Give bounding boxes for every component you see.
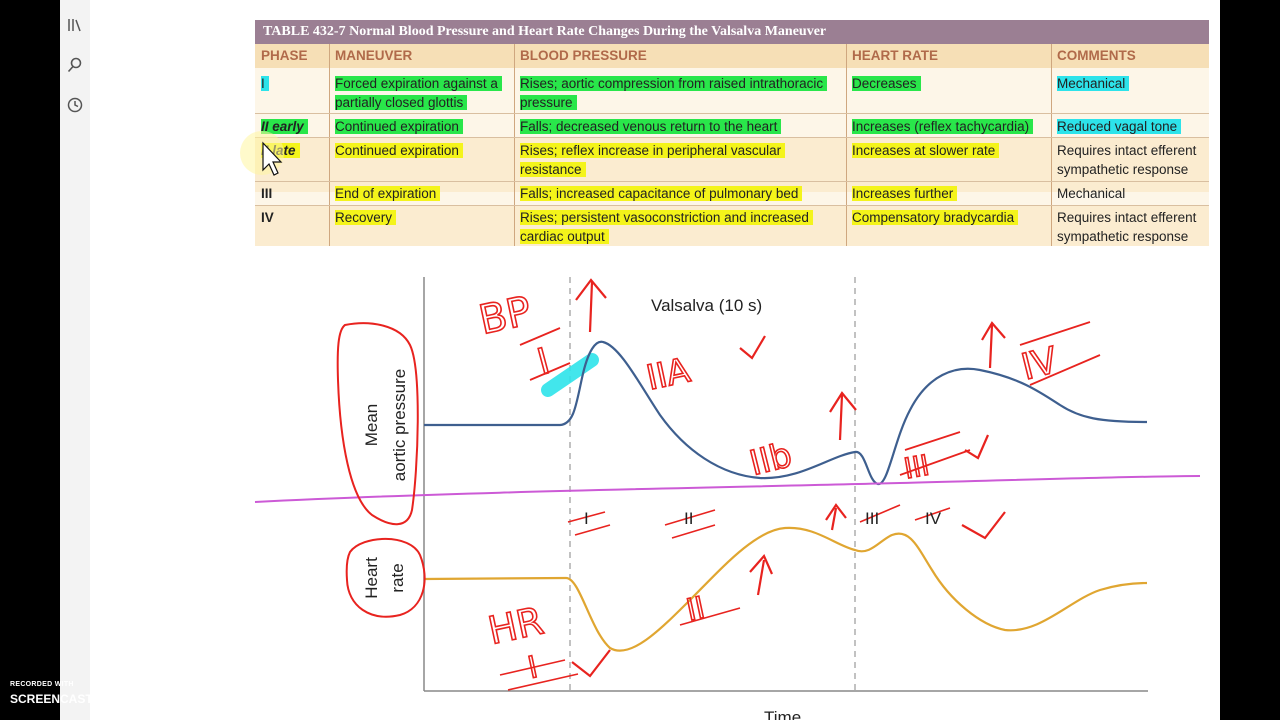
table-row-4-comments: Mechanical <box>1057 186 1126 201</box>
right-black-bar <box>1220 0 1280 720</box>
header-phase: PHASE <box>261 48 308 63</box>
library-icon[interactable] <box>60 10 90 40</box>
red-arrow-up-icon <box>575 278 607 333</box>
watermark-line1: RECORDED WITH <box>10 681 74 688</box>
red-phase-underlines <box>499 504 951 691</box>
table-row-1-bp: Rises; aortic compression from raised in… <box>520 74 840 112</box>
header-blood-pressure: BLOOD PRESSURE <box>520 48 647 63</box>
table-row-4-phase: III <box>261 186 273 201</box>
red-checkmark-icon <box>961 511 1006 540</box>
table-row-5-comments: Requires intact efferent sympathetic res… <box>1057 210 1197 244</box>
table-row-1-maneuver: Forced expiration against a partially cl… <box>335 74 510 112</box>
table-row-2-phase: II early <box>261 117 327 136</box>
red-oval-heartrate <box>345 537 426 618</box>
table-row-2-bp: Falls; decreased venous return to the he… <box>520 117 840 136</box>
red-arrow-up-icon <box>825 503 847 531</box>
table-row-5-hr: Compensatory bradycardia <box>852 208 1047 227</box>
y-label-rate: rate <box>388 563 407 592</box>
search-icon[interactable] <box>60 50 90 80</box>
bp-curve <box>424 340 1148 486</box>
x-axis-label: Time <box>764 708 802 720</box>
red-checkmark-icon <box>571 649 611 678</box>
screencast-watermark: RECORDED WITH SCREENCAST MATIC <box>10 681 152 708</box>
table-row-5-phase: IV <box>261 210 274 225</box>
header-comments: COMMENTS <box>1057 48 1136 63</box>
watermark-matic: MATIC <box>114 692 152 706</box>
table-row-3-comments: Requires intact efferent sympathetic res… <box>1057 143 1197 177</box>
phase-label-ii: II <box>684 509 694 528</box>
row-divider <box>255 181 1209 182</box>
history-icon[interactable] <box>60 90 90 120</box>
header-maneuver: MANEUVER <box>335 48 413 63</box>
header-heart-rate: HEART RATE <box>852 48 938 63</box>
table-row-2-maneuver: Continued expiration <box>335 117 510 136</box>
annotation-iib: IIb <box>746 435 796 484</box>
table-row-2-hr: Increases (reflex tachycardia) <box>852 117 1047 136</box>
table-header-row: PHASE MANEUVER BLOOD PRESSURE HEART RATE… <box>255 44 1209 68</box>
watermark-line2: SCREENCAST MATIC <box>10 690 152 708</box>
col-divider <box>1051 44 1052 246</box>
phase-label-iv: IV <box>925 509 942 528</box>
figure-title: Valsalva (10 s) <box>651 296 763 315</box>
table-row-1-comments: Mechanical <box>1057 74 1207 93</box>
valsalva-table: TABLE 432-7 Normal Blood Pressure and He… <box>255 20 1209 246</box>
table-row-5-maneuver: Recovery <box>335 208 510 227</box>
row-divider <box>255 137 1209 138</box>
annotation-hr: HR <box>484 599 547 653</box>
red-arrow-up-icon <box>829 391 857 441</box>
left-black-bar <box>0 0 60 720</box>
y-label-mean: Mean <box>362 404 381 447</box>
red-arrow-down-icon <box>739 335 766 360</box>
table-row-4-bp: Falls; increased capacitance of pulmonar… <box>520 184 840 203</box>
table-row-1-phase: I <box>261 74 327 93</box>
y-label-aortic-pressure: aortic pressure <box>390 369 409 481</box>
hr-curve <box>423 526 1148 652</box>
red-oval-pressure <box>336 322 419 526</box>
annotation-iia: IIA <box>643 350 694 398</box>
y-label-heart: Heart <box>362 557 381 599</box>
red-arrow-up-icon <box>981 321 1006 369</box>
magenta-pen-line <box>254 475 1201 503</box>
table-row-4-maneuver: End of expiration <box>335 184 510 203</box>
table-row-5-bp: Rises; persistent vasoconstriction and i… <box>520 208 840 246</box>
row-divider <box>255 205 1209 206</box>
col-divider <box>514 44 515 246</box>
table-row-1-hr: Decreases <box>852 74 1047 93</box>
red-arrow-down-icon <box>964 434 990 460</box>
annotation-iv: IV <box>1018 340 1062 388</box>
col-divider <box>329 44 330 246</box>
table-row-3-bp: Rises; reflex increase in peripheral vas… <box>520 141 840 179</box>
mouse-cursor-icon <box>240 131 284 176</box>
col-divider <box>846 44 847 246</box>
table-title: TABLE 432-7 Normal Blood Pressure and He… <box>255 20 1209 44</box>
table-row-3-maneuver: Continued expiration <box>335 141 510 160</box>
table-row-2-comments: Reduced vagal tone <box>1057 117 1207 136</box>
row-divider <box>255 113 1209 114</box>
screencast-logo-icon <box>94 690 113 708</box>
phase-label-iii: III <box>865 509 880 528</box>
table-row-4-hr: Increases further <box>852 184 1047 203</box>
annotation-iii: III <box>902 449 932 486</box>
phase-label-i: I <box>584 509 589 528</box>
red-underline-strokes <box>519 321 1101 476</box>
annotation-bp: BP <box>475 288 535 344</box>
watermark-screencast: SCREENCAST <box>10 692 93 706</box>
table-row-3-hr: Increases at slower rate <box>852 141 1047 160</box>
red-arrow-up-icon <box>749 553 774 596</box>
